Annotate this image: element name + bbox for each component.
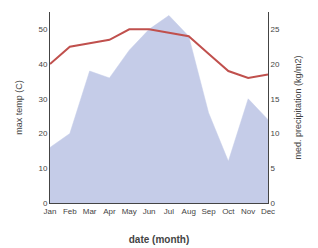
svg-text:date (month): date (month): [129, 234, 190, 245]
svg-text:Nov: Nov: [241, 207, 255, 216]
svg-text:0: 0: [43, 199, 48, 208]
svg-text:Jun: Jun: [143, 207, 156, 216]
svg-text:May: May: [122, 207, 137, 216]
svg-text:30: 30: [38, 95, 47, 104]
svg-text:Sep: Sep: [201, 207, 216, 216]
svg-text:10: 10: [271, 129, 280, 138]
svg-text:0: 0: [271, 199, 276, 208]
svg-text:Oct: Oct: [222, 207, 235, 216]
svg-text:50: 50: [38, 25, 47, 34]
svg-text:max temp (C): max temp (C): [14, 80, 24, 135]
svg-text:20: 20: [271, 60, 280, 69]
svg-text:5: 5: [271, 164, 276, 173]
svg-text:Apr: Apr: [103, 207, 116, 216]
svg-text:Dec: Dec: [261, 207, 275, 216]
svg-text:15: 15: [271, 95, 280, 104]
svg-text:Mar: Mar: [83, 207, 97, 216]
svg-text:Jul: Jul: [164, 207, 174, 216]
svg-text:Jan: Jan: [44, 207, 57, 216]
svg-text:40: 40: [38, 60, 47, 69]
svg-text:Feb: Feb: [63, 207, 77, 216]
svg-text:25: 25: [271, 25, 280, 34]
svg-text:10: 10: [38, 164, 47, 173]
svg-text:med. precipitation (kg/m2): med. precipitation (kg/m2): [293, 55, 303, 159]
svg-text:Aug: Aug: [182, 207, 196, 216]
svg-text:20: 20: [38, 129, 47, 138]
